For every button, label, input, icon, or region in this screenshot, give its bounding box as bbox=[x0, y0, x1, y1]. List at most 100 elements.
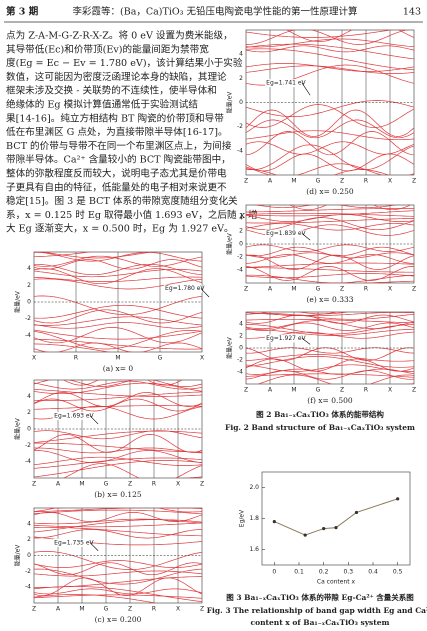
gap-label-bg bbox=[265, 79, 304, 88]
band-curve bbox=[34, 456, 202, 466]
energy-tick: 4 bbox=[239, 321, 243, 328]
body-line: 整体的弥散程度反而较大，说明电子态尤其是价带电 bbox=[6, 168, 227, 180]
page-number: 143 bbox=[403, 7, 421, 18]
band-curve bbox=[246, 324, 414, 335]
energy-tick: 0 bbox=[27, 299, 31, 306]
k-point-label: R bbox=[74, 355, 78, 362]
k-point-label: X bbox=[388, 387, 392, 394]
band-curve bbox=[246, 318, 414, 324]
band-curve bbox=[246, 208, 414, 213]
energy-tick: 4 bbox=[27, 265, 31, 272]
energy-tick: -4 bbox=[237, 267, 243, 274]
k-point-label: G bbox=[104, 606, 109, 613]
band-curve bbox=[246, 48, 414, 71]
energy-tick: -4 bbox=[25, 332, 31, 339]
body-line: 带隙半导体。Ca²⁺ 含量较小的 BCT 陶瓷能带图中， bbox=[6, 154, 231, 166]
band-curve bbox=[251, 205, 399, 209]
band-curve bbox=[34, 522, 202, 528]
k-point-label: M bbox=[291, 178, 296, 185]
x-tick-label: 0.2 bbox=[319, 569, 329, 576]
band-curve bbox=[34, 268, 202, 285]
running-title: 李彩霞等：(Ba，Ca)TiO₃ 无铅压电陶瓷电学性能的第一性原理计算 bbox=[73, 6, 358, 18]
energy-tick: 2 bbox=[27, 409, 31, 416]
band-curve bbox=[34, 560, 202, 568]
band-curve bbox=[34, 508, 202, 513]
energy-tick: 0 bbox=[239, 241, 243, 248]
band-curve bbox=[34, 577, 202, 596]
band-curve bbox=[34, 276, 202, 282]
band-curve bbox=[34, 576, 202, 588]
band-curve bbox=[34, 388, 202, 397]
band-curve bbox=[34, 392, 202, 407]
band-curve bbox=[34, 568, 202, 585]
x-tick-label: 0.5 bbox=[393, 569, 403, 576]
fig3-caption-en: Fig. 3 The relationship of band gap widt… bbox=[207, 606, 427, 615]
band-curve bbox=[246, 141, 414, 155]
band-curve bbox=[34, 380, 202, 390]
energy-tick: 0 bbox=[27, 552, 31, 559]
energy-tick: 2 bbox=[27, 536, 31, 543]
y-axis-label: Eg/eV bbox=[239, 509, 246, 527]
band-curve bbox=[246, 214, 414, 222]
panel-caption: (c) x= 0.200 bbox=[95, 615, 142, 624]
energy-tick: -2 bbox=[237, 357, 243, 364]
energy-axis-label: 能量/eV bbox=[226, 336, 234, 359]
energy-axis-label: 能量/eV bbox=[226, 232, 234, 255]
k-point-label: A bbox=[268, 387, 273, 394]
energy-axis-label: 能量/eV bbox=[14, 417, 22, 440]
k-point-label: R bbox=[152, 481, 156, 488]
gap-arrow bbox=[301, 233, 311, 241]
band-curve bbox=[246, 244, 414, 252]
band-curve bbox=[34, 382, 202, 395]
data-point bbox=[334, 526, 338, 530]
band-curve bbox=[34, 509, 202, 515]
band-curve bbox=[358, 280, 414, 283]
k-point-label: X bbox=[176, 606, 180, 613]
band-curve bbox=[63, 380, 184, 386]
band-curve bbox=[34, 263, 202, 276]
band-curve bbox=[34, 329, 202, 340]
k-point-label: Z bbox=[128, 481, 132, 488]
band-curve bbox=[246, 43, 414, 60]
band-curve bbox=[34, 508, 202, 513]
k-point-label: R bbox=[364, 387, 368, 394]
band-curve bbox=[34, 588, 202, 595]
band-curve bbox=[246, 130, 414, 141]
k-point-label: Z bbox=[340, 286, 344, 293]
data-point bbox=[354, 510, 359, 515]
band-curve bbox=[246, 347, 414, 354]
k-point-label: Z bbox=[32, 606, 36, 613]
fig3-caption-en: content x of Ba₁₋ₓCaₓTiO₃ system bbox=[251, 618, 390, 627]
band-curve bbox=[246, 109, 414, 137]
data-point bbox=[322, 526, 326, 531]
band-curve bbox=[34, 594, 202, 599]
band-curve bbox=[246, 313, 414, 320]
body-line: 绝缘体的 Eg 模拟计算值通常低于实验测试结 bbox=[6, 99, 198, 111]
gap-label: Eg=1.741 eV bbox=[266, 80, 306, 87]
gap-arrow bbox=[89, 415, 99, 425]
k-point-label: R bbox=[364, 286, 368, 293]
data-point bbox=[396, 497, 400, 501]
panel-caption: (a) x= 0 bbox=[103, 364, 134, 373]
energy-tick: 2 bbox=[239, 228, 243, 235]
k-point-label: M bbox=[115, 355, 120, 362]
band-curve bbox=[246, 262, 414, 268]
band-curve bbox=[246, 104, 414, 128]
band-curve bbox=[34, 278, 202, 290]
band-curve bbox=[246, 45, 414, 53]
band-curve bbox=[246, 169, 390, 175]
issue: 第 3 期 bbox=[6, 6, 38, 18]
panel-caption: (e) x= 0.333 bbox=[306, 295, 353, 304]
band-curve bbox=[246, 30, 393, 38]
k-point-label: Z bbox=[244, 286, 248, 293]
body-line: BCT 的价带与导带不在同一个布里渊区点上，为间接 bbox=[6, 140, 232, 152]
band-curve bbox=[34, 434, 202, 453]
k-point-label: Z bbox=[412, 286, 416, 293]
gap-label: Eg=1.780 eV bbox=[165, 285, 205, 292]
band-curve bbox=[286, 30, 414, 42]
fig3-caption-cn: 图 3 Ba₁₋ₓCaₓTiO₃ 体系的带隙 Eg-Ca²⁺ 含量关系图 bbox=[226, 592, 414, 602]
band-curve bbox=[246, 153, 414, 172]
k-point-label: G bbox=[158, 355, 163, 362]
band-curve bbox=[297, 312, 350, 315]
